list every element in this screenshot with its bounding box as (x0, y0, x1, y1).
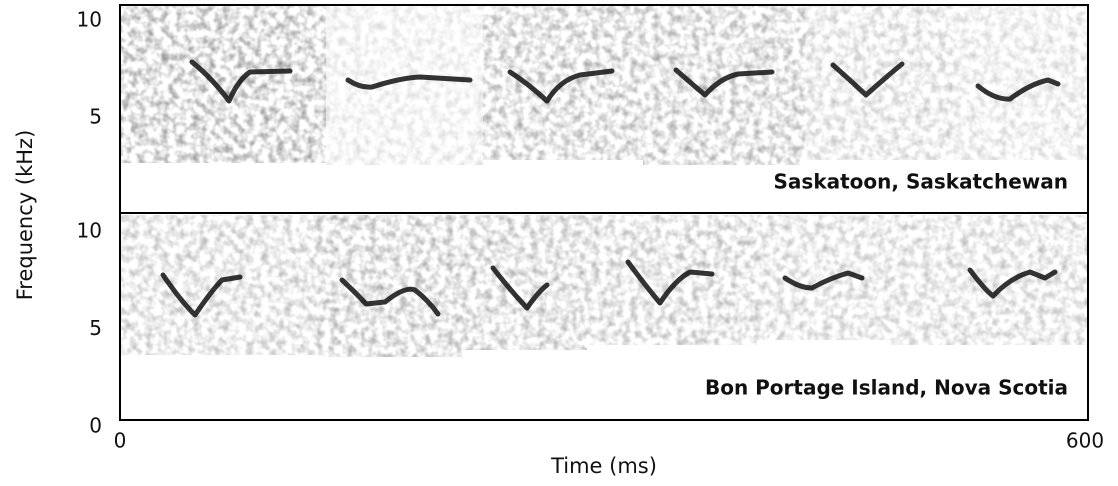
call (339, 277, 441, 317)
y-axis-label: Frequency (kHz) (13, 130, 37, 301)
tile (643, 5, 805, 165)
spectrogram-tiles-top (120, 5, 1088, 165)
y-tick-label: 5 (89, 316, 102, 340)
x-axis-label: Time (ms) (550, 454, 657, 478)
call (160, 272, 243, 318)
call (490, 265, 550, 311)
tile (462, 215, 587, 350)
tile (757, 215, 890, 340)
x-tick-label: 0 (114, 429, 127, 453)
call (507, 68, 615, 104)
tile (318, 215, 462, 357)
call (189, 59, 293, 104)
tile (890, 215, 1088, 345)
tile (587, 215, 757, 345)
call (975, 77, 1061, 102)
panel-label: Saskatoon, Saskatchewan (774, 170, 1068, 194)
panel-label: Bon Portage Island, Nova Scotia (705, 376, 1068, 400)
y-tick-label: 10 (77, 219, 102, 243)
call (673, 67, 775, 98)
x-tick-label: 600 (1066, 429, 1104, 453)
call (345, 74, 473, 90)
call (625, 259, 715, 306)
call (782, 270, 865, 291)
y-tick-label: 0 (89, 414, 102, 438)
spectrogram-tiles-bottom (120, 215, 1088, 357)
call (830, 61, 905, 98)
y-tick-label: 10 (77, 8, 102, 32)
tile (952, 5, 1088, 160)
call (967, 267, 1058, 299)
y-tick-label: 5 (89, 105, 102, 129)
tile (326, 5, 483, 165)
tile (120, 5, 326, 163)
